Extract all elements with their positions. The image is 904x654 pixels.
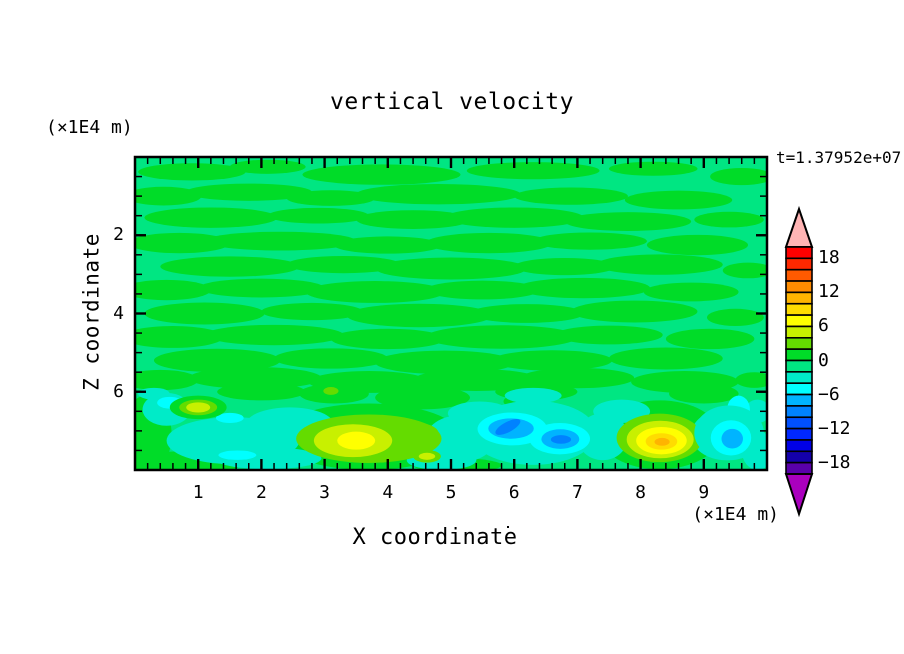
colorbar-band [785, 427, 813, 441]
colorbar-band [785, 439, 813, 453]
y-tick-label: 4 [113, 302, 124, 324]
colorbar-band [785, 461, 813, 475]
colorbar-tick-label: 12 [818, 281, 840, 303]
x-tick-label: 6 [508, 482, 520, 503]
y-tick-label: 2 [113, 224, 124, 246]
plot-title: vertical velocity [330, 89, 574, 115]
colorbar-tick-label: 18 [818, 247, 840, 269]
colorbar-band [785, 382, 813, 396]
colorbar-over-arrow [784, 205, 814, 248]
colorbar-under-arrow [784, 473, 814, 518]
feature-center-downdraft [469, 400, 597, 465]
feature-right-downdraft [694, 405, 764, 461]
colorbar-band [785, 405, 813, 419]
colorbar-band [785, 325, 813, 339]
colorbar-tick-label: 0 [818, 349, 829, 371]
colorbar-band [785, 280, 813, 294]
feature-left-small-updraft [169, 395, 227, 420]
x-tick-label: 4 [382, 482, 394, 503]
y-tick-label: 6 [113, 380, 124, 402]
colorbar-band [785, 246, 813, 260]
colorbar [784, 205, 814, 518]
feature-tiny-dot [323, 387, 339, 395]
colorbar-band [785, 416, 813, 430]
axis-ticks [136, 158, 766, 469]
y-axis-unit-label: (×1E4 m) [46, 117, 133, 138]
feature-left-big-updraft [296, 414, 442, 463]
feature-small-updraft-dot [413, 450, 441, 463]
x-tick-label: 3 [319, 482, 331, 503]
colorbar-tick-label: 6 [818, 315, 829, 337]
colorbar-band [785, 268, 813, 282]
x-tick-label: 9 [698, 482, 710, 503]
colorbar-band [785, 291, 813, 305]
colorbar-tick-label: −12 [818, 417, 851, 439]
plot-border [133, 155, 769, 472]
colorbar-band [785, 302, 813, 316]
colorbar-band [785, 348, 813, 362]
colorbar-band [785, 359, 813, 373]
colorbar-tick-label: −18 [818, 451, 851, 473]
colorbar-band [785, 336, 813, 350]
stray-dot [507, 526, 509, 528]
x-axis-unit-label: (×1E4 m) [692, 504, 779, 525]
x-tick-label: 7 [571, 482, 583, 503]
colorbar-band [785, 371, 813, 385]
colorbar-band [785, 314, 813, 328]
colorbar-band [785, 450, 813, 464]
x-tick-label: 2 [255, 482, 267, 503]
feature-right-big-updraft [616, 413, 703, 463]
time-label: t=1.37952e+07 [776, 148, 902, 167]
x-tick-label: 1 [192, 482, 204, 503]
colorbar-tick-label: −6 [818, 383, 840, 405]
x-tick-label: 8 [635, 482, 647, 503]
colorbar-band [785, 393, 813, 407]
x-axis-title: X coordinate [352, 525, 518, 550]
x-tick-label: 5 [445, 482, 457, 503]
contour-field [135, 157, 767, 470]
colorbar-band [785, 257, 813, 271]
